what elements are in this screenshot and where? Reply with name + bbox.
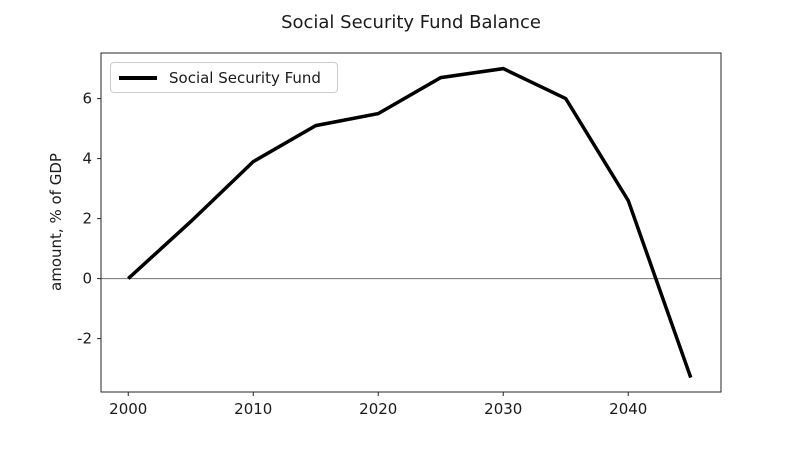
y-tick-label: 0	[82, 270, 92, 288]
legend-entry-label: Social Security Fund	[169, 68, 321, 87]
y-tick-label: -2	[77, 330, 92, 348]
legend: Social Security Fund	[110, 62, 338, 93]
y-tick-label: 2	[82, 210, 92, 228]
x-tick-label: 2000	[109, 400, 147, 418]
x-tick-label: 2030	[484, 400, 522, 418]
y-tick-label: 4	[82, 150, 92, 168]
x-tick-label: 2020	[359, 400, 397, 418]
plot-border	[100, 52, 722, 393]
x-tick-label: 2010	[234, 400, 272, 418]
chart-title: Social Security Fund Balance	[281, 12, 541, 33]
series-line-social-security-fund	[127, 66, 693, 379]
x-tick-label: 2040	[609, 400, 647, 418]
legend-line-icon	[119, 75, 157, 80]
y-tick-label: 6	[82, 90, 92, 108]
